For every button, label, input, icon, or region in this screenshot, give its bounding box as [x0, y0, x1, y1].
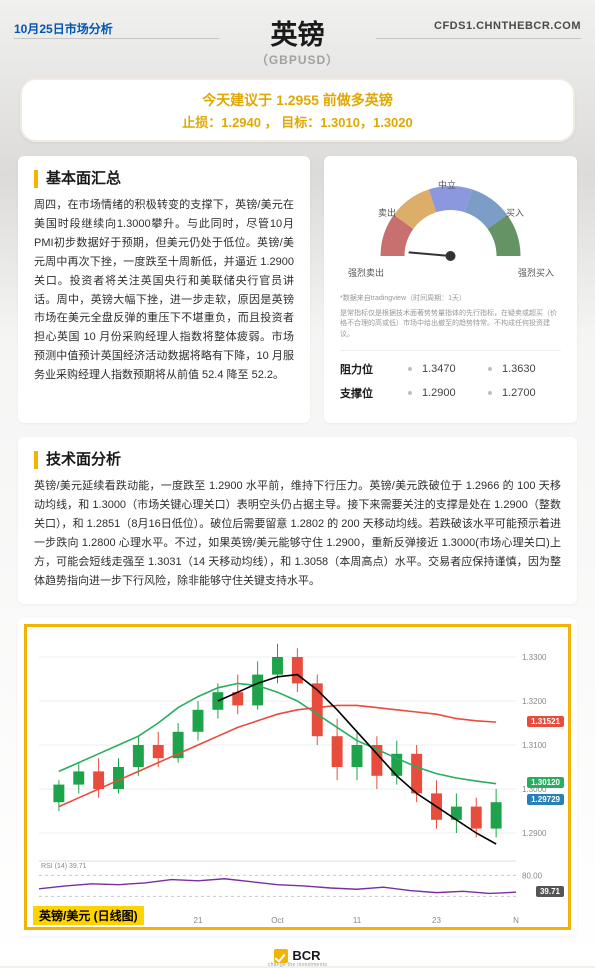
resistance-label: 阻力位 [340, 361, 392, 377]
divider-right [376, 38, 581, 39]
gauge-tick-label: 强烈卖出 [348, 266, 384, 279]
candlestick-chart[interactable]: 1.29001.30001.31001.32001.3300p1221Oct11… [24, 624, 571, 930]
svg-text:1.3200: 1.3200 [522, 697, 547, 706]
svg-text:1.3300: 1.3300 [522, 653, 547, 662]
chart-title-marker: 英镑/美元 (日线图) [33, 906, 144, 925]
support-2: 1.2700 [502, 387, 552, 399]
svg-text:21: 21 [194, 916, 203, 925]
footer-brand: BCR [0, 948, 595, 963]
gauge-note: 是常指标仅是根据技术面著势势量指体的先行指标，在疑卖或超买（价格不合理的高或低）… [340, 309, 561, 341]
recommendation-card: 今天建议于 1.2955 前做多英镑 止损：1.2940 ， 目标：1.3010… [20, 78, 575, 142]
price-tag: 1.29729 [527, 794, 564, 805]
sentiment-gauge: 强烈卖出 卖出 中立买入强烈买入 [340, 170, 561, 290]
dot-icon [488, 391, 492, 395]
svg-text:1.3100: 1.3100 [522, 741, 547, 750]
dot-icon [488, 367, 492, 371]
dot-icon [408, 367, 412, 371]
technical-card: 技术面分析 英镑/美元延续看跌动能，一度跌至 1.2900 水平前，维持下行压力… [18, 437, 577, 604]
svg-text:N: N [513, 916, 519, 925]
gauge-card: 强烈卖出 卖出 中立买入强烈买入 *数据来自tradingview（时间周期：1天）… [324, 156, 577, 423]
ticker-label: （GBPUSD） [0, 51, 595, 68]
site-url: CFDS1.CHNTHEBCR.COM [434, 20, 581, 32]
brand-text: BCR [292, 948, 320, 963]
support-label: 支撑位 [340, 385, 392, 401]
fundamental-card: 基本面汇总 周四，在市场情绪的积极转变的支撑下，英镑/美元在美国时段继续向1.3… [18, 156, 310, 423]
resistance-2: 1.3630 [502, 363, 552, 375]
technical-title: 技术面分析 [34, 451, 561, 469]
svg-text:11: 11 [353, 916, 362, 925]
svg-text:1.2900: 1.2900 [522, 829, 547, 838]
price-tag: 1.31521 [527, 716, 564, 727]
price-tag: 1.30120 [527, 777, 564, 788]
rec-line-2: 止损：1.2940 ， 目标：1.3010，1.3020 [22, 112, 573, 131]
dot-icon [408, 391, 412, 395]
date-label: 10月25日市场分析 [14, 20, 113, 37]
fundamental-text: 周四，在市场情绪的积极转变的支撑下，英镑/美元在美国时段继续向1.3000攀升。… [34, 196, 294, 385]
svg-text:23: 23 [432, 916, 441, 925]
resistance-1: 1.3470 [422, 363, 472, 375]
technical-text: 英镑/美元延续看跌动能，一度跌至 1.2900 水平前，维持下行压力。英镑/美元… [34, 477, 561, 590]
levels-table: 阻力位 1.3470 1.3630 支撑位 1.2900 1.2700 [340, 350, 561, 409]
header-bar: 10月25日市场分析 CFDS1.CHNTHEBCR.COM 英镑 （GBPUS… [0, 0, 595, 70]
divider-left [14, 38, 219, 39]
fundamental-title: 基本面汇总 [34, 170, 294, 188]
gauge-tick-label: 强烈买入 [518, 266, 554, 279]
brand-tagline: change the investments [0, 962, 595, 968]
gauge-tick-label: 卖出 [378, 206, 396, 219]
rec-line-1: 今天建议于 1.2955 前做多英镑 [22, 90, 573, 110]
resistance-row: 阻力位 1.3470 1.3630 [340, 361, 561, 377]
gauge-source: *数据来自tradingview（时间周期：1天） [340, 294, 561, 305]
chart-card: 1.29001.30001.31001.32001.3300p1221Oct11… [18, 618, 577, 936]
svg-text:80.00: 80.00 [522, 872, 543, 881]
support-row: 支撑位 1.2900 1.2700 [340, 385, 561, 401]
rsi-label: RSI (14) 39.71 [41, 863, 87, 870]
gauge-tick-label: 中立 [438, 178, 456, 191]
svg-text:Oct: Oct [271, 916, 284, 925]
rsi-tag: 39.71 [536, 886, 564, 897]
gauge-tick-label: 买入 [506, 206, 524, 219]
logo-icon [274, 949, 288, 963]
support-1: 1.2900 [422, 387, 472, 399]
